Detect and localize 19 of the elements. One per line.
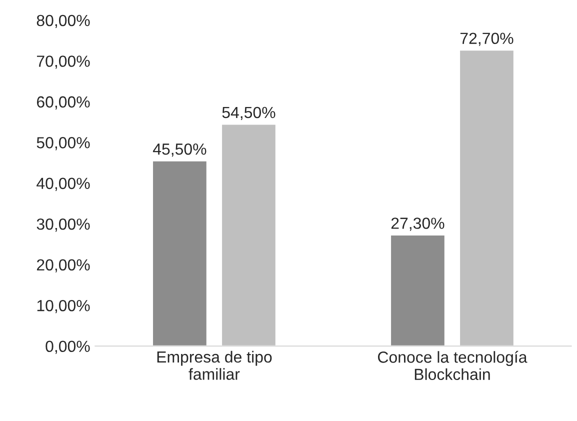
y-tick-label: 0,00% <box>46 340 90 354</box>
y-tick-label: 80,00% <box>36 14 90 28</box>
y-tick-label: 10,00% <box>37 300 90 314</box>
data-label: 72,70% <box>460 32 514 46</box>
data-label: 27,30% <box>391 218 444 231</box>
x-tick-label: Empresa de tipo familiar <box>157 350 272 380</box>
bar <box>152 160 208 346</box>
y-tick-label: 20,00% <box>36 259 90 272</box>
data-label: 54,50% <box>222 106 276 120</box>
y-tick-label: 40,00% <box>36 178 90 191</box>
bar <box>458 49 515 346</box>
y-tick-label: 50,00% <box>36 137 90 150</box>
y-tick-label: 60,00% <box>36 96 90 110</box>
bar <box>390 234 446 346</box>
x-tick-label: Conoce la tecnología Blockchain <box>378 350 528 380</box>
y-tick-label: 30,00% <box>36 218 90 232</box>
y-tick-label: 70,00% <box>36 56 90 69</box>
bar <box>220 123 277 346</box>
data-label: 45,50% <box>152 143 206 157</box>
